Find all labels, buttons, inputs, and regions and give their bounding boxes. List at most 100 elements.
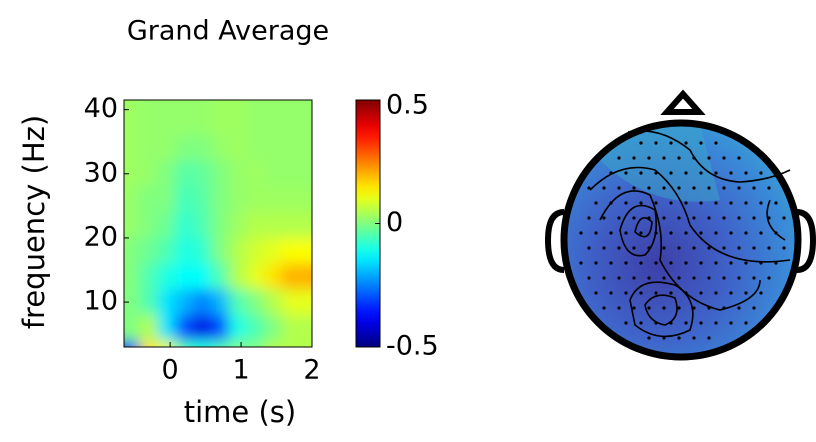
electrode [752, 216, 756, 220]
electrode [774, 261, 778, 265]
x-axis-label: time (s) [184, 395, 296, 429]
electrode [654, 291, 658, 295]
electrode [707, 336, 711, 340]
electrode [767, 246, 771, 250]
electrode [722, 156, 726, 160]
electrode [587, 246, 591, 250]
electrode [654, 321, 658, 325]
electrode [684, 171, 688, 175]
electrode [639, 321, 643, 325]
electrode [714, 231, 718, 235]
electrode [699, 231, 703, 235]
electrode [602, 186, 606, 190]
electrode [669, 201, 673, 205]
electrode [617, 216, 621, 220]
electrode [609, 171, 613, 175]
electrode [707, 246, 711, 250]
electrode [714, 171, 718, 175]
electrode [624, 321, 628, 325]
electrode [737, 186, 741, 190]
electrode [714, 291, 718, 295]
electrode [602, 306, 606, 310]
electrode [759, 201, 763, 205]
electrode [707, 216, 711, 220]
electrode [617, 276, 621, 280]
electrode [669, 291, 673, 295]
electrode [669, 171, 673, 175]
electrode [647, 186, 651, 190]
electrode [729, 231, 733, 235]
electrode [744, 231, 748, 235]
electrode [579, 261, 583, 265]
electrode [632, 306, 636, 310]
electrode [722, 216, 726, 220]
electrode [752, 306, 756, 310]
electrode [624, 261, 628, 265]
electrode [699, 171, 703, 175]
electrode [594, 261, 598, 265]
electrode [587, 186, 591, 190]
electrode [677, 306, 681, 310]
electrode [714, 261, 718, 265]
electrode [692, 156, 696, 160]
electrode [639, 291, 643, 295]
electrode [782, 216, 786, 220]
electrode [759, 261, 763, 265]
electrode [774, 231, 778, 235]
y-tick-label: 40 [84, 93, 118, 124]
electrode [677, 216, 681, 220]
electrode [594, 201, 598, 205]
electrode [662, 246, 666, 250]
electrode [587, 276, 591, 280]
electrode [767, 216, 771, 220]
electrode [602, 276, 606, 280]
electrode [677, 246, 681, 250]
electrode [684, 291, 688, 295]
electrode [699, 291, 703, 295]
electrode [684, 201, 688, 205]
electrode [669, 141, 673, 145]
electrode [639, 231, 643, 235]
topoplot [544, 89, 816, 361]
right-ear [796, 209, 816, 273]
x-tick-label: 0 [162, 355, 179, 386]
y-tick-label: 20 [84, 221, 118, 252]
electrode [737, 276, 741, 280]
electrode [684, 261, 688, 265]
heatmap-cell [281, 100, 312, 136]
electrode [699, 261, 703, 265]
electrode [707, 186, 711, 190]
electrode [647, 156, 651, 160]
electrode [677, 336, 681, 340]
electrode [699, 141, 703, 145]
electrode [729, 201, 733, 205]
electrode [624, 171, 628, 175]
electrode [707, 306, 711, 310]
nose [660, 89, 706, 115]
colorbar-tick-label: -0.5 [386, 331, 439, 362]
electrode [669, 231, 673, 235]
electrode [624, 231, 628, 235]
electrode [714, 141, 718, 145]
electrode [647, 336, 651, 340]
electrode [639, 261, 643, 265]
electrode [632, 156, 636, 160]
electrode [729, 261, 733, 265]
electrode [639, 201, 643, 205]
electrode [654, 231, 658, 235]
electrode [587, 216, 591, 220]
electrode [744, 201, 748, 205]
electrode [669, 261, 673, 265]
electrode [737, 156, 741, 160]
electrode [684, 141, 688, 145]
electrode [617, 186, 621, 190]
electrode [782, 246, 786, 250]
electrode [647, 216, 651, 220]
electrode [744, 291, 748, 295]
electrode [662, 306, 666, 310]
electrode [684, 321, 688, 325]
electrode [684, 231, 688, 235]
electrode [624, 291, 628, 295]
electrode [744, 261, 748, 265]
electrode [677, 186, 681, 190]
